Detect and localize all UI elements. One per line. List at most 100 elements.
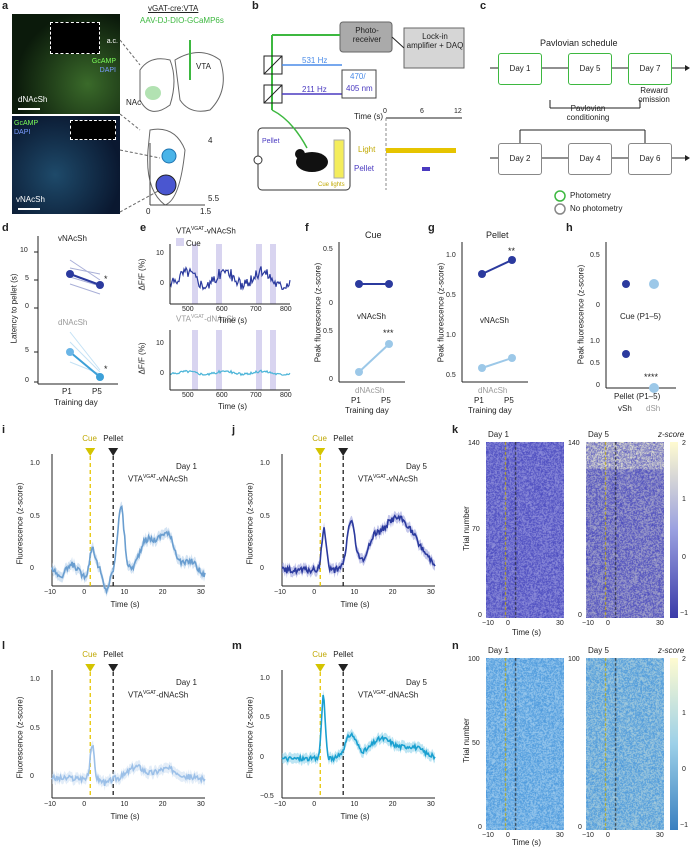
legend-no-photometry: No photometry bbox=[570, 204, 623, 213]
ytick: 0.5 bbox=[446, 372, 456, 379]
xtick: 30 bbox=[556, 620, 564, 627]
group-label: VTAVGAT-vNAcSh bbox=[358, 474, 418, 484]
depth-55: 5.5 bbox=[208, 194, 220, 203]
xtick: 20 bbox=[158, 801, 167, 808]
ylabel: Latency to pellet (s) bbox=[9, 273, 19, 344]
ytick: 0 bbox=[30, 565, 34, 573]
day-label: Day 1 bbox=[176, 462, 197, 471]
cue-marker-label: Cue bbox=[82, 650, 97, 659]
brain-schematic bbox=[119, 39, 224, 213]
ytick: 100 bbox=[568, 656, 580, 663]
top-group: vNAcSh bbox=[58, 234, 87, 243]
ytick: 10 bbox=[156, 340, 164, 347]
heatmap-day5 bbox=[586, 658, 664, 830]
pellet-marker-label: Pellet bbox=[103, 650, 124, 659]
photoreceiver-label: Photo-receiver bbox=[352, 26, 382, 44]
day-box-2: Day 2 bbox=[498, 143, 542, 175]
xtick: dSh bbox=[646, 404, 661, 413]
xtick: P1 bbox=[474, 396, 484, 405]
latency-plot bbox=[34, 236, 118, 385]
xtick: 700 bbox=[250, 392, 262, 399]
xtick: 0 bbox=[312, 801, 317, 808]
ytick: 0 bbox=[160, 280, 164, 287]
xlabel: Training day bbox=[54, 398, 98, 407]
ytick: 50 bbox=[472, 740, 480, 747]
ytick: 0 bbox=[596, 382, 600, 389]
ytick: 1.0 bbox=[446, 332, 456, 339]
xtick: 30 bbox=[656, 832, 664, 839]
histology-image-vnacsh: GcAMP DAPI vNAcSh bbox=[12, 116, 120, 214]
ytick: 0.5 bbox=[590, 252, 600, 259]
cbtick: 2 bbox=[682, 656, 686, 663]
panel-j: Cue Pellet Day 5 VTAVGAT-vNAcSh Fluorescence… bbox=[230, 424, 460, 634]
nm470-label: 470/ bbox=[350, 72, 366, 81]
panel-label-g: g bbox=[428, 222, 435, 234]
ytick: −0.5 bbox=[260, 793, 274, 800]
ytick: 0.5 bbox=[260, 714, 270, 722]
xtick: 30 bbox=[197, 801, 205, 808]
xtick: 600 bbox=[216, 306, 228, 313]
ytick: 0 bbox=[578, 612, 582, 619]
panel-b: Photo-receiver Lock-in amplifier + DAQ 5… bbox=[252, 0, 472, 215]
heatmap-day5 bbox=[586, 442, 664, 618]
gcamp-label: GcAMP bbox=[91, 58, 116, 65]
ytick: 0 bbox=[260, 753, 264, 761]
ylabel: Peak fluorescence (z-score) bbox=[436, 262, 446, 363]
trace-plot bbox=[51, 448, 206, 597]
xlabel: Time (s) bbox=[218, 402, 248, 411]
xtick: −10 bbox=[274, 589, 286, 596]
cbtick: −1 bbox=[680, 610, 688, 617]
ytick: 100 bbox=[468, 656, 480, 663]
legend-photometry: Photometry bbox=[570, 191, 611, 200]
x-0: 0 bbox=[146, 207, 151, 216]
conditioning-label: Pavlovian conditioning bbox=[566, 104, 610, 122]
day-box-1: Day 1 bbox=[498, 53, 542, 85]
xtick: P1 bbox=[62, 387, 72, 396]
omission-label: Reward omission bbox=[638, 86, 670, 104]
ytick: 0 bbox=[260, 565, 264, 573]
ytick: 5 bbox=[25, 275, 29, 282]
nac-label: NAc bbox=[126, 98, 142, 107]
cbtick: −1 bbox=[680, 822, 688, 829]
xtick: −10 bbox=[44, 801, 56, 808]
gcamp-label: GcAMP bbox=[14, 120, 39, 127]
title: Pellet bbox=[486, 230, 509, 240]
xtick: 800 bbox=[280, 306, 292, 313]
group-label: VTAVGAT-dNAcSh bbox=[358, 690, 419, 700]
group-label: VTAVGAT-dNAcSh bbox=[128, 690, 189, 700]
panel-label-e: e bbox=[140, 222, 147, 234]
ytick: 0.5 bbox=[323, 246, 333, 253]
panel-n: Day 1 Day 5 z-score Trial number 100 50 … bbox=[452, 640, 700, 847]
xtick: −10 bbox=[582, 832, 594, 839]
star: * bbox=[104, 364, 108, 374]
ytick: 0 bbox=[25, 303, 29, 310]
ylabel: ΔF/F (%) bbox=[137, 342, 147, 375]
panel-label-a: a bbox=[2, 0, 9, 12]
xtick: 600 bbox=[216, 392, 228, 399]
ytick: 1.0 bbox=[260, 674, 270, 682]
ytick: 1.0 bbox=[30, 675, 40, 683]
xtick: 30 bbox=[656, 620, 664, 627]
day-box-5: Day 5 bbox=[568, 53, 612, 85]
bot-group: dNAcSh bbox=[58, 318, 88, 327]
xtick: 500 bbox=[182, 392, 194, 399]
panel-label-j: j bbox=[232, 424, 236, 436]
depth-4: 4 bbox=[208, 136, 213, 145]
title-label: vGAT-cre:VTA bbox=[148, 4, 199, 13]
xtick: 0 bbox=[82, 801, 87, 808]
ytick: 5 bbox=[25, 347, 29, 354]
dapi-label: DAPI bbox=[14, 129, 31, 136]
panel-label-i: i bbox=[2, 424, 6, 436]
xtick: P5 bbox=[504, 396, 514, 405]
xtick: P1 bbox=[351, 396, 361, 405]
ytick: 1.0 bbox=[446, 252, 456, 259]
panel-f: Cue Peak fluorescence (z-score) vNAcSh d… bbox=[305, 222, 425, 415]
xtick: 10 bbox=[120, 801, 129, 808]
t6-label: 6 bbox=[420, 108, 424, 115]
ytick: 0 bbox=[478, 824, 482, 831]
ylabel: Fluorescence (z-score) bbox=[15, 482, 25, 565]
heatmap-day1 bbox=[486, 442, 564, 618]
dff-traces bbox=[169, 244, 291, 391]
ytick: 70 bbox=[472, 526, 480, 533]
cue-label: Cue lights bbox=[318, 182, 345, 188]
